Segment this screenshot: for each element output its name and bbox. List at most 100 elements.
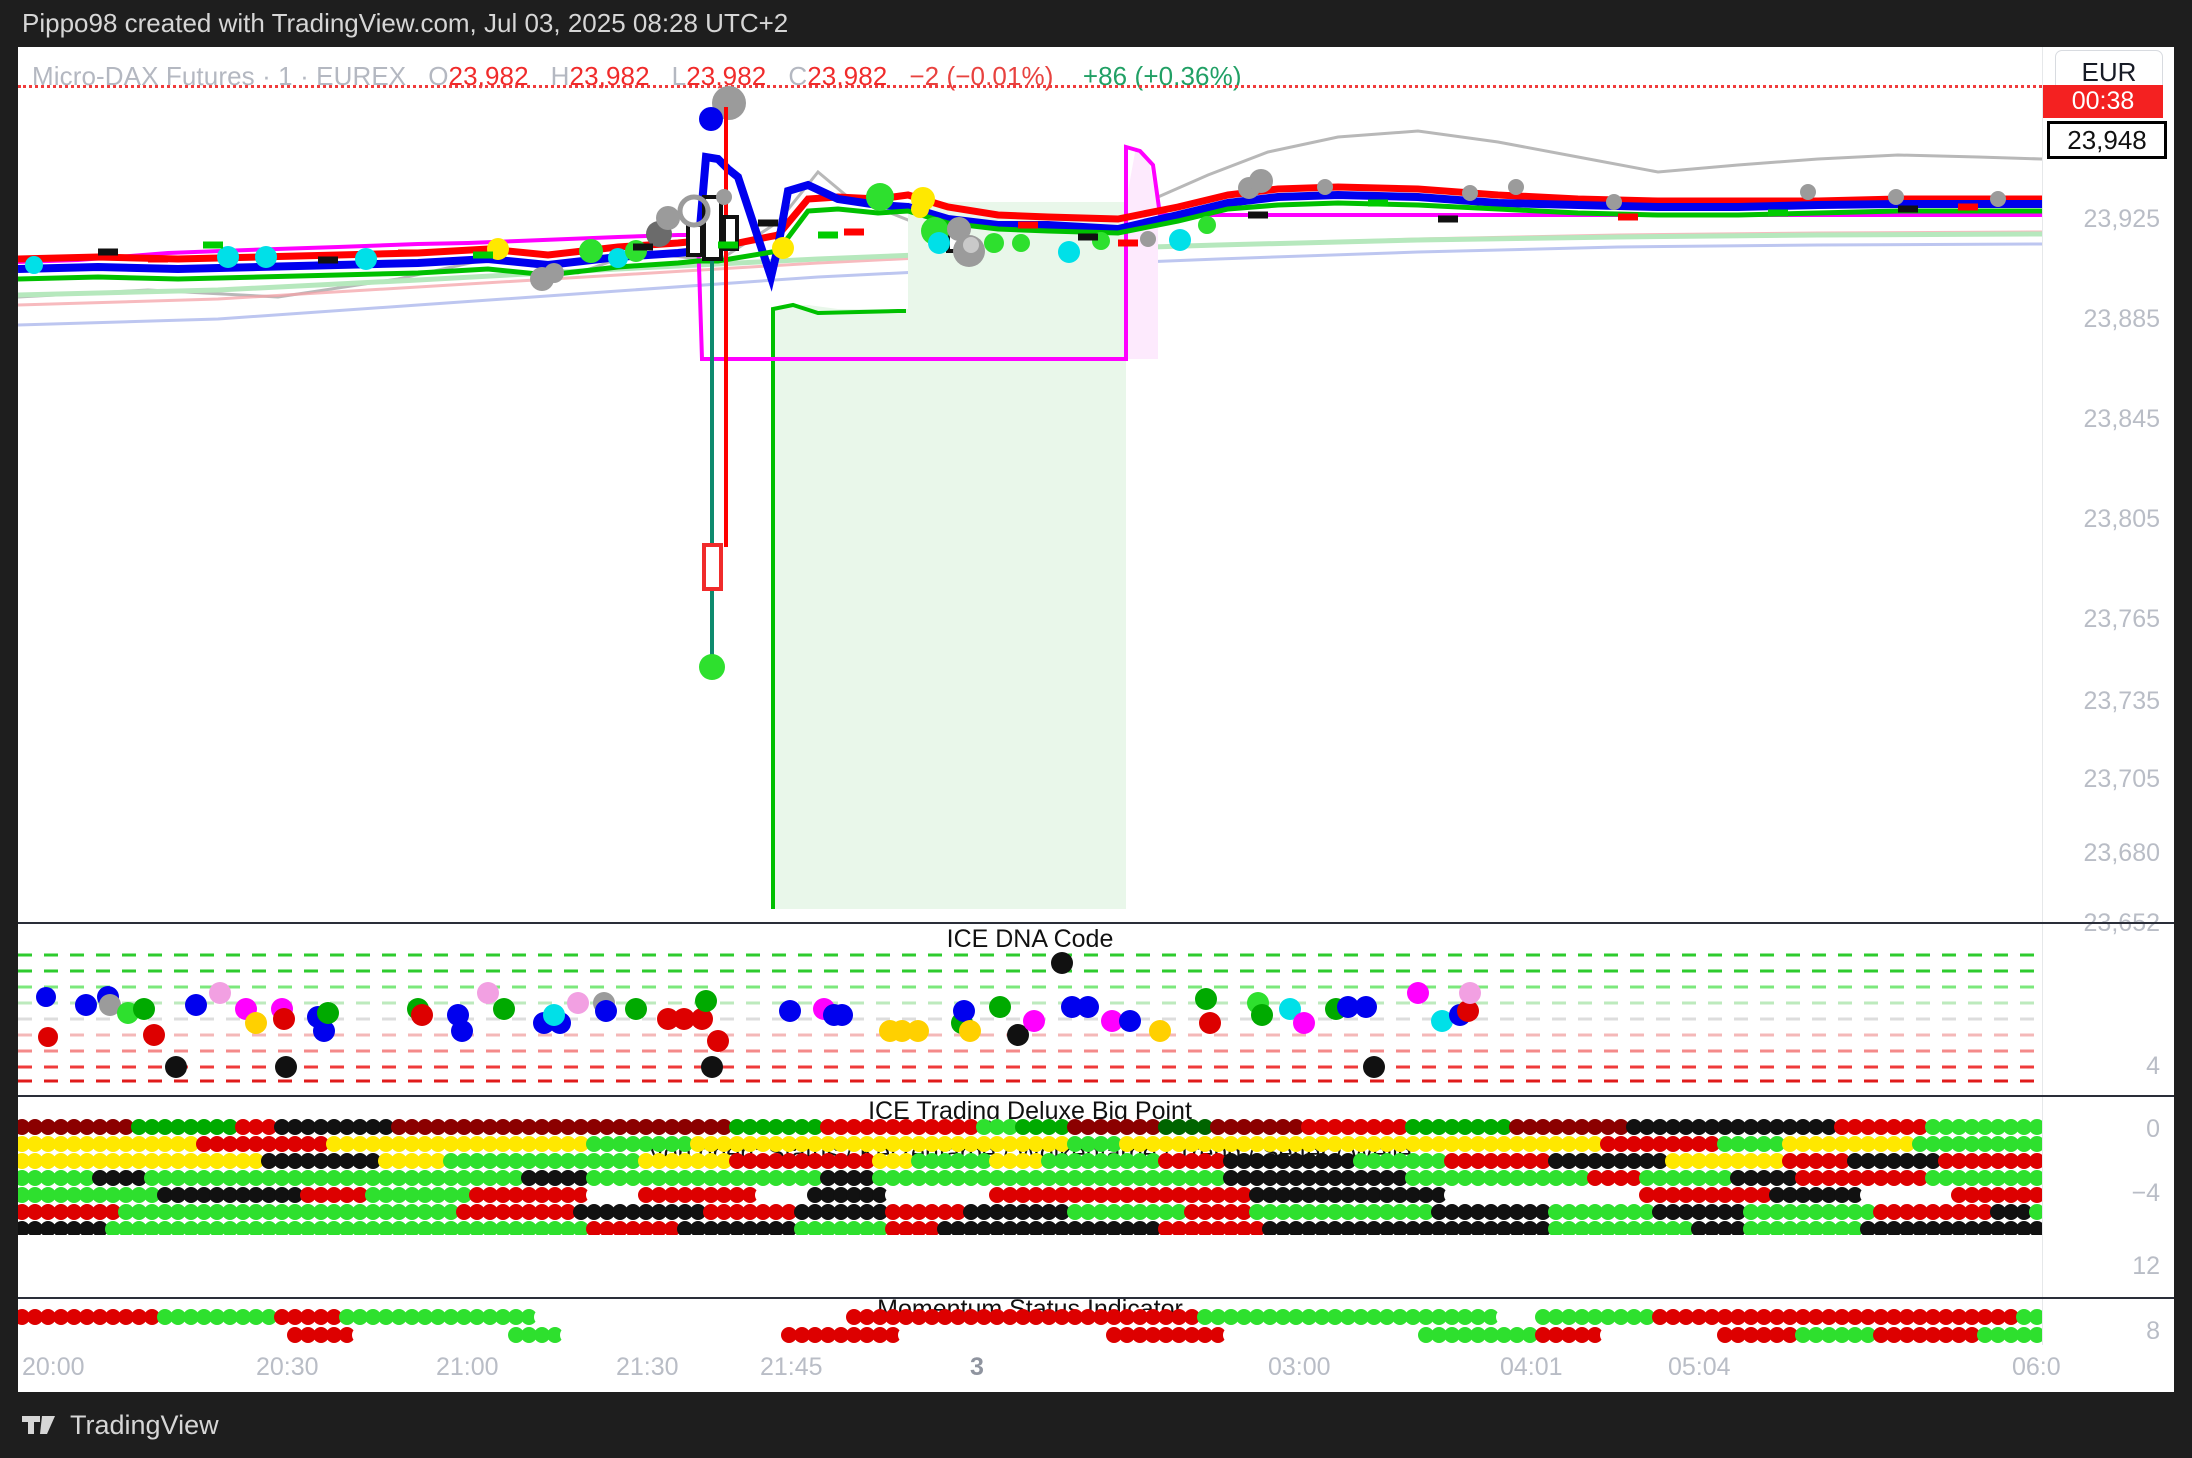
indicator-dot <box>1990 1204 2006 1220</box>
indicator-dot <box>404 1221 420 1235</box>
indicator-dot <box>586 1221 602 1235</box>
indicator-dot <box>326 1309 342 1325</box>
indicator-dot <box>755 1136 771 1152</box>
indicator-dot <box>1561 1204 1577 1220</box>
indicator-dot <box>209 1119 225 1135</box>
indicator-dot <box>1431 1187 1447 1203</box>
indicator-dot <box>1951 1170 1967 1186</box>
indicator-dot <box>1613 1136 1629 1152</box>
indicator-dot <box>1873 1221 1889 1235</box>
indicator-dot <box>1535 1309 1551 1325</box>
indicator-dot <box>755 1309 771 1325</box>
indicator-dot <box>690 1119 706 1135</box>
indicator-dot <box>378 1153 394 1169</box>
indicator-dot <box>248 1136 264 1152</box>
indicator-dot <box>547 1204 563 1220</box>
indicator-dot <box>1197 1170 1213 1186</box>
indicator-dot <box>1080 1136 1096 1152</box>
indicator-dot <box>326 1136 342 1152</box>
indicator-dot <box>729 1119 745 1135</box>
indicator-dot <box>2003 1187 2019 1203</box>
time-tick: 05:04 <box>1668 1353 1731 1381</box>
indicator-dot <box>833 1204 849 1220</box>
indicator-dot <box>1600 1327 1616 1343</box>
indicator-dot <box>1704 1153 1720 1169</box>
indicator-dot <box>1717 1309 1733 1325</box>
indicator-dot <box>911 1204 927 1220</box>
indicator-dot <box>495 1221 511 1235</box>
indicator-dot <box>833 1221 849 1235</box>
indicator-dot <box>612 1153 628 1169</box>
indicator-dot <box>1262 1119 1278 1135</box>
indicator-dot <box>573 1221 589 1235</box>
time-scale[interactable]: 20:00 20:30 21:00 21:30 21:45 3 03:00 04… <box>18 1345 2174 1392</box>
indicator-dot <box>573 1309 589 1325</box>
indicator-dot <box>1132 1170 1148 1186</box>
indicator-dot <box>339 1187 355 1203</box>
indicator-dot <box>1509 1327 1525 1343</box>
indicator-dot <box>820 1187 836 1203</box>
indicator-dot <box>209 1204 225 1220</box>
indicator-dot <box>222 1153 238 1169</box>
chart-canvas[interactable]: Micro-DAX Futures · 1 · EUREX O23,982 H2… <box>18 47 2174 1392</box>
indicator-dot <box>235 1153 251 1169</box>
indicator-dot <box>885 1309 901 1325</box>
indicator-dot <box>40 1119 56 1135</box>
indicator-dot <box>1392 1136 1408 1152</box>
indicator-dot <box>1561 1221 1577 1235</box>
indicator-dot <box>1600 1187 1616 1203</box>
indicator-dot <box>1808 1170 1824 1186</box>
indicator-dot <box>404 1153 420 1169</box>
indicator-dot <box>560 1119 576 1135</box>
indicator-dot <box>1041 1136 1057 1152</box>
indicator-dot <box>1899 1187 1915 1203</box>
indicator-dot <box>664 1327 680 1343</box>
indicator-dot <box>924 1119 940 1135</box>
indicator-dot <box>1587 1119 1603 1135</box>
indicator-dot <box>2016 1187 2032 1203</box>
indicator-dot <box>1119 1119 1135 1135</box>
indicator-dot <box>1002 1119 1018 1135</box>
indicator-dot <box>404 1204 420 1220</box>
indicator-dot <box>300 1170 316 1186</box>
indicator-dot <box>755 1204 771 1220</box>
indicator-dot <box>287 1136 303 1152</box>
indicator-dot <box>703 1204 719 1220</box>
indicator-dot <box>1015 1153 1031 1169</box>
indicator-dot <box>937 1170 953 1186</box>
indicator-dot <box>1860 1136 1876 1152</box>
indicator-dot <box>573 1204 589 1220</box>
indicator-dot <box>495 1136 511 1152</box>
indicator-dot <box>456 1170 472 1186</box>
indicator-dot <box>1028 1187 1044 1203</box>
indicator-dot <box>18 1309 30 1325</box>
price-scale[interactable]: EUR 00:38 23,948 23,925 23,885 23,845 23… <box>2042 47 2174 1392</box>
indicator-dot <box>1444 1309 1460 1325</box>
indicator-dot <box>1340 1136 1356 1152</box>
indicator-dot <box>521 1187 537 1203</box>
indicator-dot <box>118 1327 134 1343</box>
indicator-dot <box>443 1309 459 1325</box>
indicator-dot <box>612 1187 628 1203</box>
indicator-dot <box>1834 1187 1850 1203</box>
bigpoint-scale-tick: 12 <box>2132 1252 2160 1280</box>
indicator-dot <box>976 1187 992 1203</box>
indicator-dot <box>1210 1187 1226 1203</box>
indicator-dot <box>1197 1327 1213 1343</box>
indicator-dot <box>1639 1204 1655 1220</box>
indicator-dot <box>1002 1221 1018 1235</box>
indicator-dot <box>1080 1204 1096 1220</box>
indicator-dot <box>170 1187 186 1203</box>
indicator-dot <box>534 1327 550 1343</box>
indicator-dot <box>183 1309 199 1325</box>
indicator-dot <box>612 1309 628 1325</box>
indicator-dot <box>1366 1327 1382 1343</box>
indicator-dot <box>833 1119 849 1135</box>
indicator-dot <box>846 1204 862 1220</box>
indicator-dot <box>846 1153 862 1169</box>
indicator-dot <box>1964 1153 1980 1169</box>
indicator-dot <box>1743 1187 1759 1203</box>
indicator-dot <box>1145 1221 1161 1235</box>
indicator-dot <box>1353 1327 1369 1343</box>
indicator-dot <box>638 1119 654 1135</box>
